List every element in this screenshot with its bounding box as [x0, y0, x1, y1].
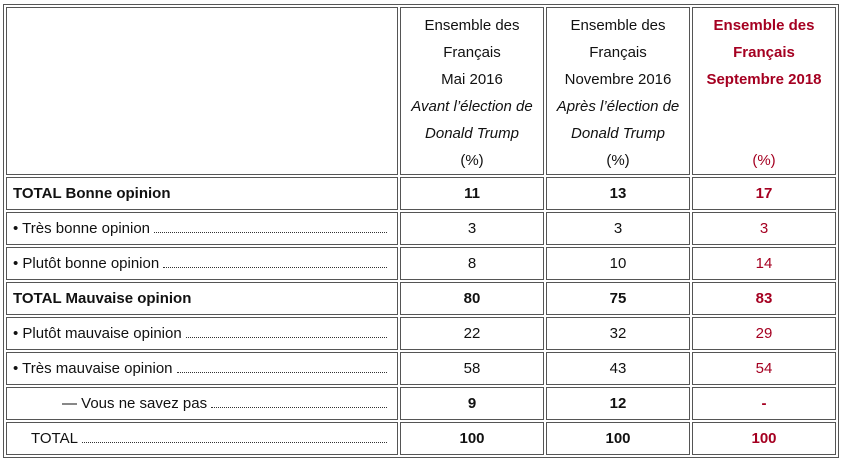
value-cell: 32 — [546, 317, 690, 350]
value-cell: 75 — [546, 282, 690, 315]
value-cell: 100 — [546, 422, 690, 455]
value-cell: 100 — [692, 422, 836, 455]
table-row: • Plutôt mauvaise opinion 22 32 29 — [6, 317, 836, 350]
value-cell: 58 — [400, 352, 544, 385]
row-label: TOTAL Mauvaise opinion — [6, 282, 398, 315]
value-cell: 54 — [692, 352, 836, 385]
opinion-table: Ensemble des Français Mai 2016 Avant l’éle… — [3, 4, 839, 458]
col-title: Ensemble des Français — [424, 17, 520, 61]
col-note: Après l’élection de Donald Trump — [556, 98, 680, 142]
row-label: • Très mauvaise opinion — [6, 352, 398, 385]
col-title: Ensemble des Français — [570, 17, 666, 61]
table-row: TOTAL Bonne opinion 11 13 17 — [6, 177, 836, 210]
corner-cell — [6, 7, 398, 175]
table-row: • Très bonne opinion 3 3 3 — [6, 212, 836, 245]
table-row: • Très mauvaise opinion 58 43 54 — [6, 352, 836, 385]
column-header: Ensemble des Français Novembre 2016 Après … — [546, 7, 690, 175]
row-label: • Plutôt mauvaise opinion — [6, 317, 398, 350]
value-cell: 83 — [692, 282, 836, 315]
column-header: Ensemble des Français Septembre 2018 (%) — [692, 7, 836, 175]
col-title: Ensemble des Français — [713, 17, 815, 61]
col-note: Avant l’élection de Donald Trump — [411, 98, 533, 142]
table-row: TOTAL Mauvaise opinion 80 75 83 — [6, 282, 836, 315]
row-label-text: — Vous ne savez pas — [62, 395, 391, 412]
value-cell: 3 — [546, 212, 690, 245]
row-label-text: • Très mauvaise opinion — [13, 360, 391, 377]
value-cell: - — [692, 387, 836, 420]
row-label-text: • Très bonne opinion — [13, 220, 391, 237]
row-label-text: • Plutôt mauvaise opinion — [13, 325, 391, 342]
value-cell: 43 — [546, 352, 690, 385]
row-label: TOTAL Bonne opinion — [6, 177, 398, 210]
value-cell: 9 — [400, 387, 544, 420]
value-cell: 8 — [400, 247, 544, 280]
col-date: Septembre 2018 — [706, 71, 822, 88]
row-label-text: TOTAL — [31, 430, 391, 447]
value-cell: 14 — [692, 247, 836, 280]
value-cell: 17 — [692, 177, 836, 210]
value-cell: 100 — [400, 422, 544, 455]
col-date: Novembre 2016 — [564, 71, 672, 88]
value-cell: 3 — [692, 212, 836, 245]
table-row: — Vous ne savez pas 9 12- — [6, 387, 836, 420]
row-label-text: • Plutôt bonne opinion — [13, 255, 391, 272]
value-cell: 13 — [546, 177, 690, 210]
row-label: • Plutôt bonne opinion — [6, 247, 398, 280]
col-unit: (%) — [752, 152, 776, 169]
value-cell: 12 — [546, 387, 690, 420]
col-unit: (%) — [606, 152, 630, 169]
row-label: TOTAL — [6, 422, 398, 455]
column-header: Ensemble des Français Mai 2016 Avant l’éle… — [400, 7, 544, 175]
col-unit: (%) — [460, 152, 484, 169]
value-cell: 10 — [546, 247, 690, 280]
value-cell: 11 — [400, 177, 544, 210]
header-row: Ensemble des Français Mai 2016 Avant l’éle… — [6, 7, 836, 175]
table-row: • Plutôt bonne opinion 8 10 14 — [6, 247, 836, 280]
value-cell: 3 — [400, 212, 544, 245]
table-row: TOTAL 100 100 100 — [6, 422, 836, 455]
value-cell: 29 — [692, 317, 836, 350]
row-label: — Vous ne savez pas — [6, 387, 398, 420]
value-cell: 80 — [400, 282, 544, 315]
row-label: • Très bonne opinion — [6, 212, 398, 245]
col-date: Mai 2016 — [441, 71, 503, 88]
value-cell: 22 — [400, 317, 544, 350]
